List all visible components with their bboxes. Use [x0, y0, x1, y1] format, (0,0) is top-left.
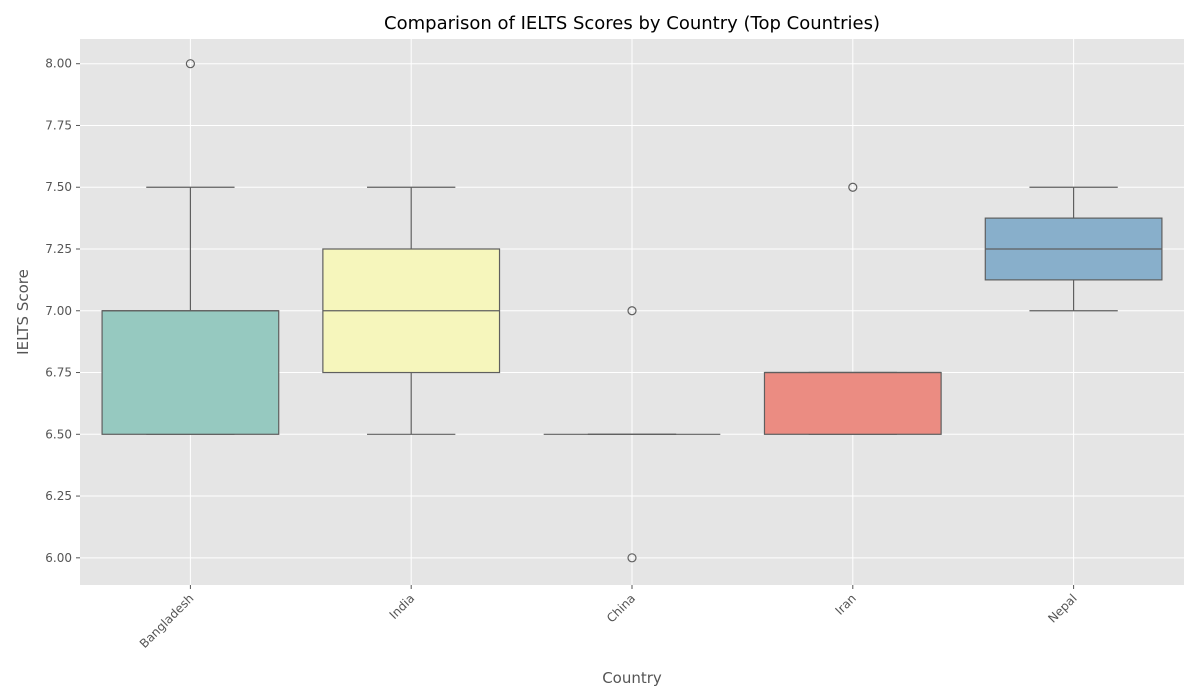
y-tick-label: 8.00	[45, 57, 72, 71]
y-tick-label: 6.75	[45, 366, 72, 380]
y-tick-label: 6.25	[45, 489, 72, 503]
y-tick-label: 6.50	[45, 427, 72, 441]
y-tick-label: 7.75	[45, 118, 72, 132]
box-group	[543, 306, 721, 563]
outlier-point	[627, 553, 637, 563]
box-group	[763, 182, 942, 435]
box-layer	[101, 59, 1163, 563]
box-iqr	[763, 371, 942, 435]
outlier-point	[185, 59, 195, 69]
x-tick-label: China	[604, 591, 638, 625]
y-tick-label: 6.00	[45, 551, 72, 565]
x-tick-label: India	[387, 591, 418, 622]
x-tick-label: Iran	[832, 591, 858, 617]
chart-title: Comparison of IELTS Scores by Country (T…	[384, 13, 880, 34]
box-group	[322, 186, 501, 435]
box-group	[101, 59, 280, 435]
y-tick-label: 7.25	[45, 242, 72, 256]
y-tick-label: 7.50	[45, 180, 72, 194]
outlier-point	[627, 306, 637, 316]
box-group	[984, 186, 1163, 312]
x-tick-label: Bangladesh	[137, 591, 197, 651]
x-tick-label: Nepal	[1045, 591, 1079, 625]
box-iqr	[101, 310, 280, 435]
y-axis-label: IELTS Score	[14, 269, 32, 355]
outlier-point	[848, 182, 858, 192]
x-axis-label: Country	[602, 669, 662, 687]
y-tick-label: 7.00	[45, 304, 72, 318]
